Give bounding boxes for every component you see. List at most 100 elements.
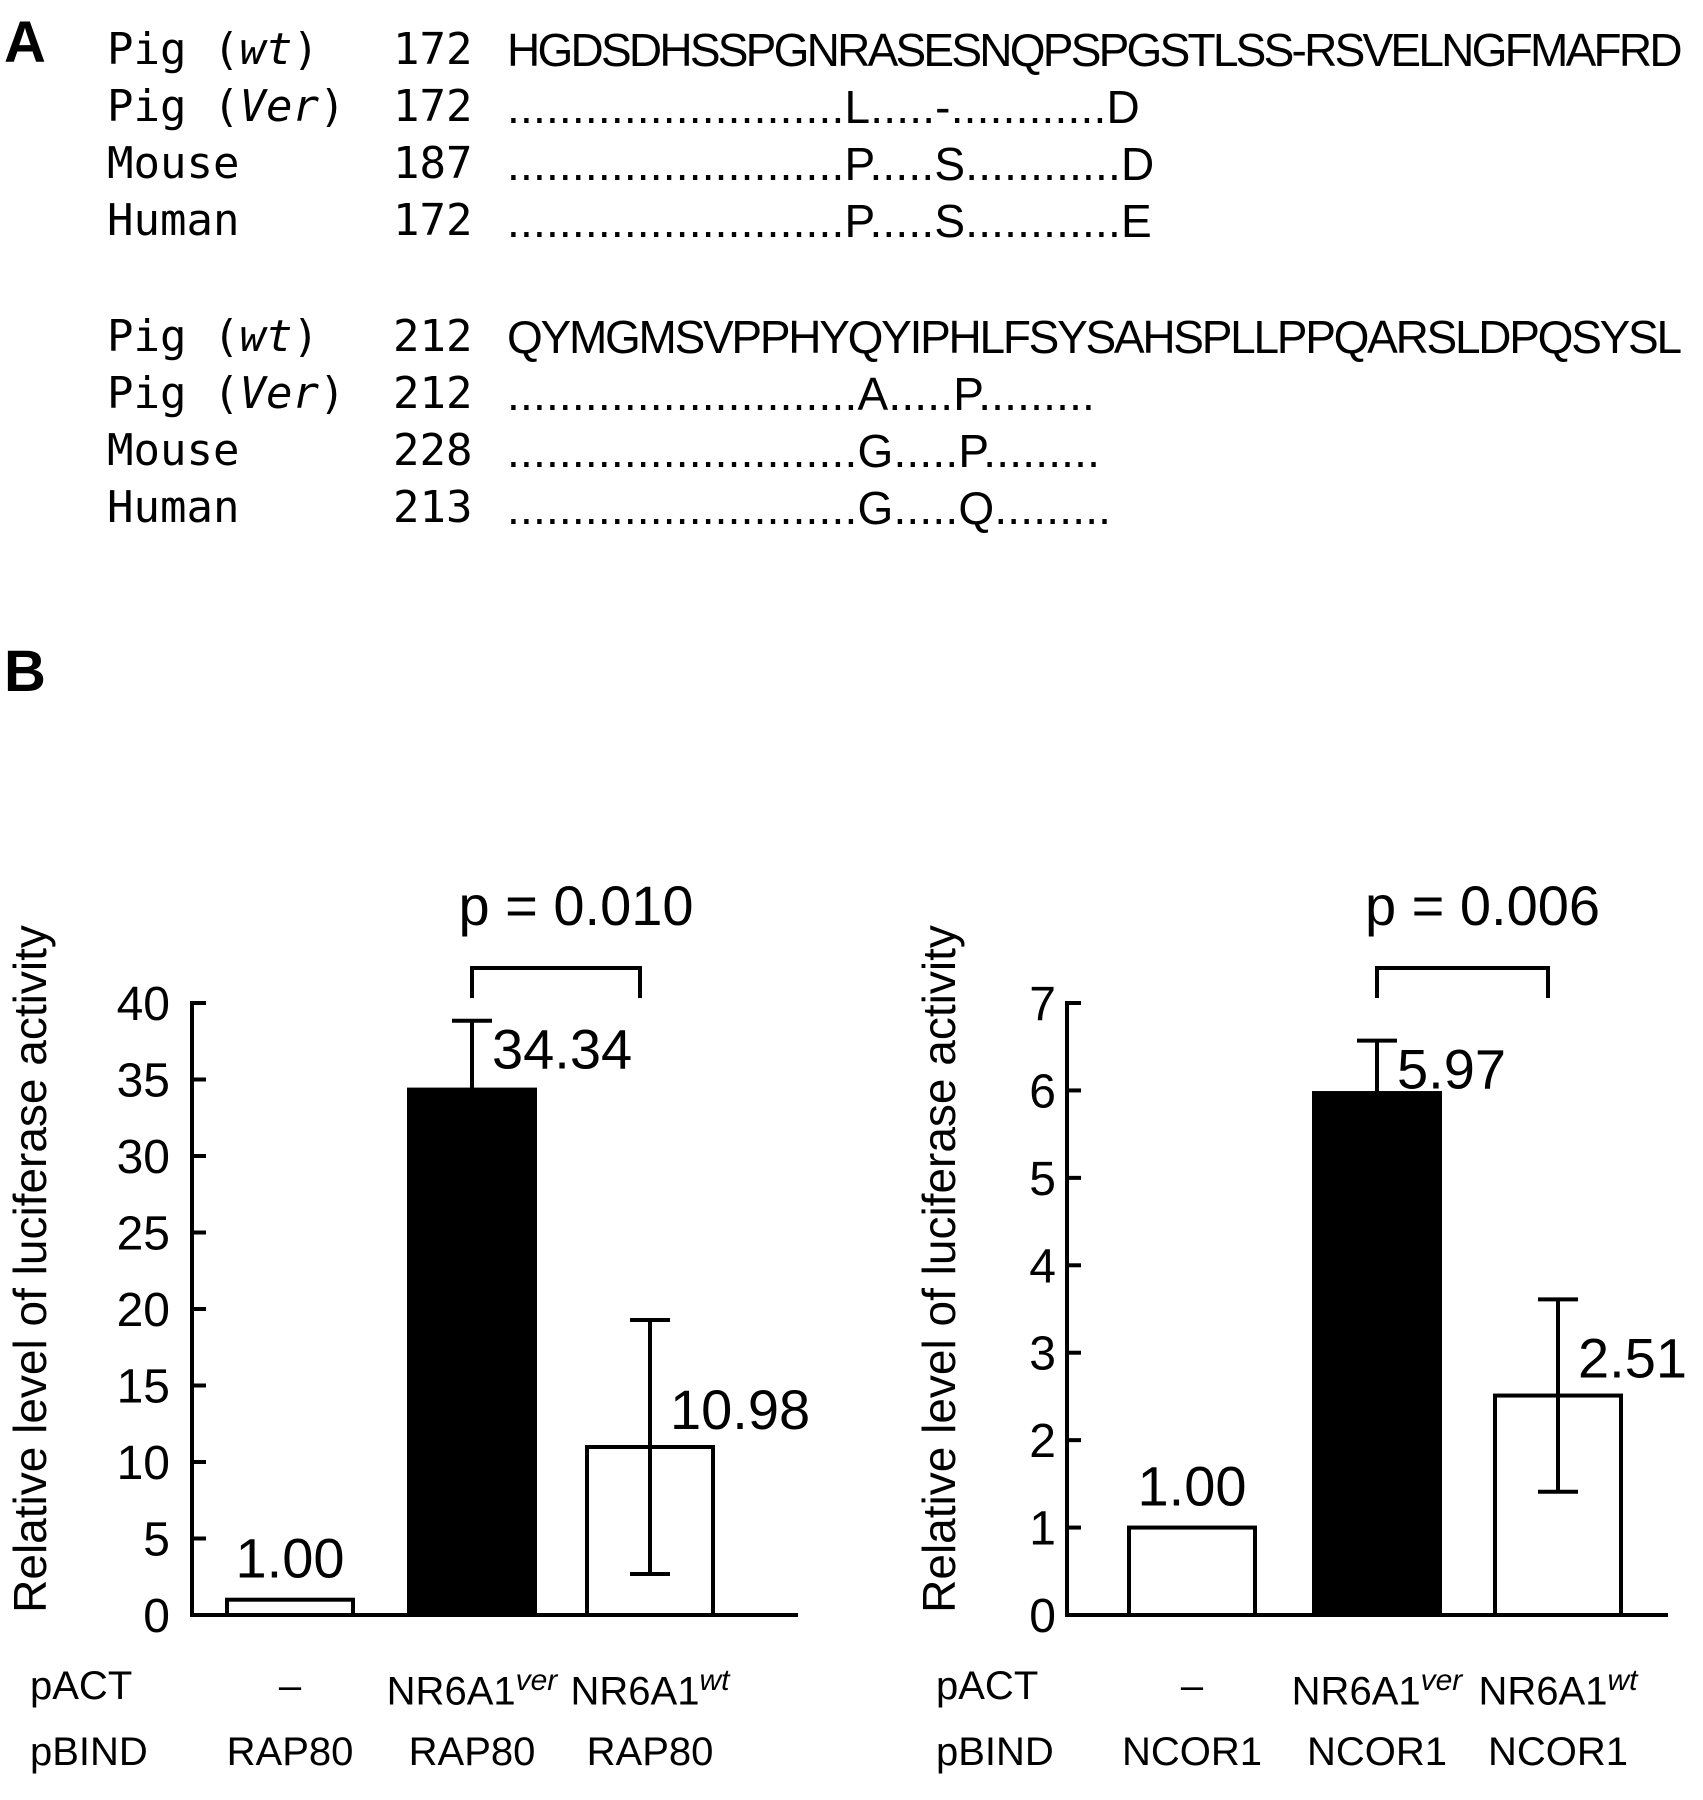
y-axis-label: Relative level of luciferase activity bbox=[913, 925, 965, 1613]
bar-value-label: 5.97 bbox=[1397, 1038, 1506, 1101]
condition-cell-text: NCOR1 bbox=[1121, 1730, 1263, 1774]
y-axis-label: Relative level of luciferase activity bbox=[4, 925, 56, 1613]
y-tick-label: 20 bbox=[117, 1284, 170, 1337]
condition-cell: NR6A1wt bbox=[1479, 1664, 1638, 1714]
species-label: Human bbox=[107, 482, 239, 534]
condition-cell: – bbox=[279, 1664, 301, 1709]
species-variant-tag: Ver bbox=[239, 368, 319, 419]
p-value-label: p = 0.010 bbox=[458, 874, 693, 937]
bar-value-label: 2.51 bbox=[1578, 1327, 1687, 1390]
condition-row-label: pBIND bbox=[936, 1730, 1054, 1774]
condition-cell-text: – bbox=[278, 1664, 302, 1708]
y-tick-label: 15 bbox=[117, 1361, 170, 1414]
condition-cell: RAP80 bbox=[587, 1730, 714, 1775]
residue-start-number: 213 bbox=[393, 482, 473, 533]
condition-cell: RAP80 bbox=[227, 1730, 354, 1775]
condition-cell-text: NR6A1 bbox=[1478, 1669, 1608, 1714]
species-variant-tag: Ver bbox=[239, 81, 319, 132]
condition-cell-text: RAP80 bbox=[226, 1730, 354, 1774]
condition-cell-text: RAP80 bbox=[586, 1730, 714, 1774]
residue-start-number: 228 bbox=[393, 425, 473, 476]
condition-cell-superscript: wt bbox=[699, 1664, 730, 1697]
species-variant-tag: wt bbox=[239, 311, 293, 362]
condition-cell-text: – bbox=[1180, 1664, 1204, 1708]
y-tick-label: 0 bbox=[1029, 1590, 1056, 1643]
bar-value-label: 1.00 bbox=[1138, 1455, 1247, 1518]
sequence-text: QYMGMSVPPHYQYIPHLFSYSAHSPLLPPQARSLDPQSYS… bbox=[507, 311, 1682, 363]
condition-cell-text: NR6A1 bbox=[570, 1669, 700, 1714]
y-tick-label: 4 bbox=[1029, 1240, 1056, 1293]
species-label: Human bbox=[107, 195, 239, 247]
bar bbox=[1493, 1393, 1623, 1618]
species-label: Pig (Ver) bbox=[107, 368, 346, 419]
species-name: Mouse bbox=[107, 138, 240, 189]
condition-row-label: pBIND bbox=[30, 1730, 148, 1774]
y-tick-label: 1 bbox=[1029, 1503, 1056, 1556]
y-tick-label: 5 bbox=[1029, 1153, 1056, 1206]
species-name: Pig bbox=[107, 311, 187, 362]
condition-cell: – bbox=[1181, 1664, 1203, 1709]
y-tick-label: 3 bbox=[1029, 1328, 1056, 1381]
y-tick-label: 30 bbox=[117, 1131, 170, 1184]
y-tick-label: 0 bbox=[143, 1590, 170, 1643]
sequence-text: ...........................G.....Q......… bbox=[507, 482, 1112, 534]
panel-label-a: A bbox=[4, 10, 46, 75]
y-tick-label: 35 bbox=[117, 1055, 170, 1108]
species-label: Mouse bbox=[107, 138, 239, 190]
species-name: Mouse bbox=[107, 425, 240, 476]
panel-label-b: B bbox=[4, 639, 46, 704]
species-variant-tag: wt bbox=[239, 24, 293, 75]
species-label: Pig (wt) bbox=[107, 311, 319, 362]
y-tick-label: 5 bbox=[143, 1514, 170, 1567]
sequence-text: ..........................L.....-.......… bbox=[507, 81, 1140, 133]
residue-start-number: 172 bbox=[393, 81, 473, 132]
species-name: Human bbox=[107, 195, 240, 246]
condition-cell-superscript: ver bbox=[515, 1664, 558, 1697]
condition-cell-superscript: ver bbox=[1420, 1664, 1463, 1697]
condition-cell: NCOR1 bbox=[1307, 1730, 1447, 1775]
condition-row-label: pACT bbox=[936, 1664, 1039, 1708]
residue-start-number: 212 bbox=[393, 311, 473, 362]
condition-cell-text: RAP80 bbox=[408, 1730, 536, 1774]
species-name: Pig bbox=[107, 81, 187, 132]
condition-cell: NR6A1ver bbox=[387, 1664, 558, 1714]
y-tick-label: 7 bbox=[1029, 978, 1056, 1031]
bar bbox=[407, 1087, 537, 1617]
sequence-text: ..........................P.....S.......… bbox=[507, 195, 1152, 247]
y-tick-label: 6 bbox=[1029, 1065, 1056, 1118]
condition-cell-text: NCOR1 bbox=[1487, 1730, 1629, 1774]
y-tick-label: 10 bbox=[117, 1437, 170, 1490]
y-tick-label: 2 bbox=[1029, 1415, 1056, 1468]
condition-cell-text: NR6A1 bbox=[1291, 1669, 1421, 1714]
condition-cell: NR6A1wt bbox=[571, 1664, 730, 1714]
significance-bracket bbox=[470, 966, 642, 998]
condition-cell-text: NCOR1 bbox=[1306, 1730, 1448, 1774]
residue-start-number: 172 bbox=[393, 195, 473, 246]
condition-cell: NR6A1ver bbox=[1292, 1664, 1463, 1714]
y-tick-label: 40 bbox=[117, 978, 170, 1031]
residue-start-number: 187 bbox=[393, 138, 473, 189]
condition-cell: RAP80 bbox=[409, 1730, 536, 1775]
condition-cell: NCOR1 bbox=[1488, 1730, 1628, 1775]
sequence-text: HGDSDHSSPGNRASESNQPSPGSTLSS-RSVELNGFMAFR… bbox=[507, 24, 1683, 76]
condition-cell-superscript: wt bbox=[1607, 1664, 1638, 1697]
bar-value-label: 1.00 bbox=[236, 1527, 345, 1590]
bar bbox=[1312, 1091, 1442, 1617]
condition-row-label: pACT bbox=[30, 1664, 133, 1708]
bar bbox=[1127, 1525, 1257, 1617]
species-name: Pig bbox=[107, 24, 187, 75]
condition-cell: NCOR1 bbox=[1122, 1730, 1262, 1775]
bar-value-label: 34.34 bbox=[492, 1018, 632, 1081]
y-tick-label: 25 bbox=[117, 1208, 170, 1261]
p-value-label: p = 0.006 bbox=[1365, 874, 1600, 937]
species-label: Pig (wt) bbox=[107, 24, 319, 75]
species-label: Mouse bbox=[107, 425, 239, 477]
bar-value-label: 10.98 bbox=[670, 1378, 810, 1441]
sequence-text: ...........................A.....P......… bbox=[507, 368, 1096, 420]
condition-cell-text: NR6A1 bbox=[386, 1669, 516, 1714]
significance-bracket bbox=[1375, 966, 1550, 998]
species-label: Pig (Ver) bbox=[107, 81, 346, 132]
residue-start-number: 212 bbox=[393, 368, 473, 419]
sequence-text: ...........................G.....P......… bbox=[507, 425, 1101, 477]
